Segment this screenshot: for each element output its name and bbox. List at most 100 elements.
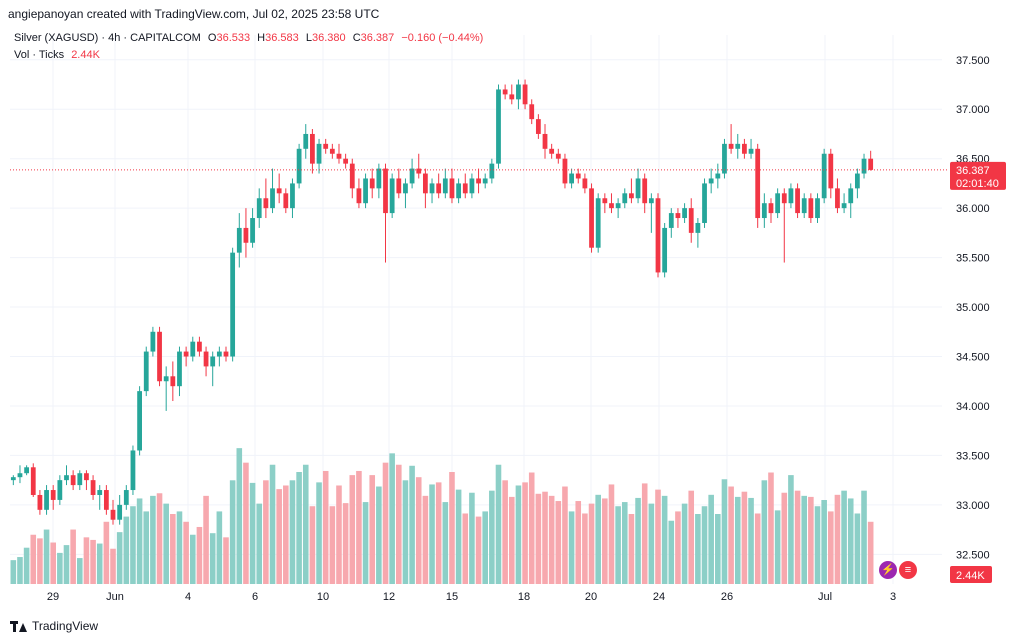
symbol-name[interactable]: Silver (XAGUSD) · 4h · CAPITALCOM <box>14 32 201 44</box>
volume-bar <box>322 470 329 584</box>
volume-bar <box>256 503 263 584</box>
volume-label[interactable]: Vol · Ticks <box>14 49 65 61</box>
volume-bar <box>449 472 455 584</box>
volume-bar <box>841 490 847 584</box>
candle-body <box>569 173 574 184</box>
volume-bar <box>37 538 43 584</box>
candle-body <box>788 188 794 204</box>
candle-body <box>781 193 787 204</box>
volume-bar <box>728 486 734 584</box>
volume-bars <box>10 448 874 584</box>
candle-body <box>854 173 860 189</box>
candle-body <box>389 178 395 214</box>
candle-body <box>396 178 402 194</box>
candle-body <box>216 351 222 357</box>
close-label: C <box>352 32 361 44</box>
volume-bar <box>216 511 223 584</box>
candle-body <box>376 168 382 189</box>
candle-body <box>197 341 202 352</box>
volume-bar <box>828 511 834 584</box>
price-axis[interactable]: 37.50037.00036.50036.00035.50035.00034.5… <box>956 55 990 562</box>
volume-bar <box>23 547 30 584</box>
volume-marker-value: 2.44K <box>956 570 985 582</box>
volume-bar <box>163 503 169 584</box>
candle-body <box>123 490 129 505</box>
volume-bar <box>203 495 209 584</box>
candle-body <box>84 473 89 481</box>
candle-body <box>529 104 535 120</box>
candle-body <box>502 89 508 95</box>
volume-bar <box>781 492 788 584</box>
candle-body <box>403 183 408 194</box>
volume-bar <box>223 537 229 584</box>
candle-body <box>549 148 555 154</box>
open-value: 36.533 <box>216 32 251 44</box>
volume-bar <box>249 482 256 584</box>
candle-body <box>522 84 528 105</box>
volume-legend[interactable]: Vol · Ticks 2.44K <box>14 49 100 61</box>
volume-bar <box>721 479 728 584</box>
volume-bar <box>143 511 150 584</box>
candle-body <box>795 188 800 214</box>
candle-body <box>150 331 156 352</box>
volume-bar <box>761 480 768 584</box>
candle-body <box>688 208 694 233</box>
volume-bar <box>110 548 116 584</box>
candle-body <box>177 351 182 387</box>
candle-body <box>841 203 847 209</box>
high-label: H <box>257 32 266 44</box>
volume-bar <box>475 516 482 584</box>
volume-bar <box>821 500 827 584</box>
us-flag-icon[interactable]: ≡ <box>899 561 917 579</box>
candle-body <box>509 94 515 100</box>
volume-bar <box>156 493 163 584</box>
candle-body <box>775 193 781 214</box>
candle-body <box>303 133 309 149</box>
time-tick: 6 <box>252 591 258 603</box>
volume-bar <box>302 464 309 584</box>
candle-body <box>230 252 236 357</box>
candle-body <box>815 198 820 219</box>
candle-body <box>223 351 229 357</box>
time-tick: Jun <box>106 591 124 603</box>
volume-bar <box>176 511 183 584</box>
candle-body <box>130 450 136 491</box>
volume-bar <box>415 477 422 584</box>
candle-body <box>77 473 83 486</box>
volume-bar <box>648 503 655 584</box>
symbol-legend[interactable]: Silver (XAGUSD) · 4h · CAPITALCOM O36.53… <box>14 32 483 44</box>
candle-body <box>383 168 388 214</box>
candle-body <box>629 193 634 199</box>
volume-bar <box>243 462 249 584</box>
lightning-icon[interactable]: ⚡ <box>879 561 897 579</box>
volume-bar <box>834 494 841 584</box>
volume-bar <box>469 492 475 584</box>
price-tick: 34.000 <box>956 401 990 413</box>
candle-body <box>635 178 641 199</box>
time-axis[interactable]: 29 Jun 4 6 10 12 15 18 20 24 26 Jul 3 <box>47 591 896 603</box>
candle-body <box>615 203 621 209</box>
candle-body <box>462 183 468 194</box>
candle-body <box>801 198 807 214</box>
volume-bar <box>376 486 382 584</box>
time-tick: 29 <box>47 591 59 603</box>
close-value: 36.387 <box>360 32 395 44</box>
brand-name: TradingView <box>32 619 99 633</box>
price-tick: 37.500 <box>956 55 990 67</box>
candle-body <box>117 504 123 520</box>
candle-body <box>310 133 315 164</box>
candle-body <box>70 475 76 486</box>
candle-body <box>183 351 189 357</box>
candle-body <box>416 168 422 174</box>
volume-bar <box>349 475 356 584</box>
candle-body <box>828 153 834 189</box>
candle-body <box>602 198 608 204</box>
volume-bar <box>123 516 130 584</box>
candle-body <box>57 480 63 500</box>
candle-body <box>496 89 501 164</box>
candle-body <box>562 158 568 184</box>
footer-brand[interactable]: TradingView <box>10 619 98 633</box>
volume-bar <box>389 453 395 584</box>
candle-body <box>682 208 687 219</box>
